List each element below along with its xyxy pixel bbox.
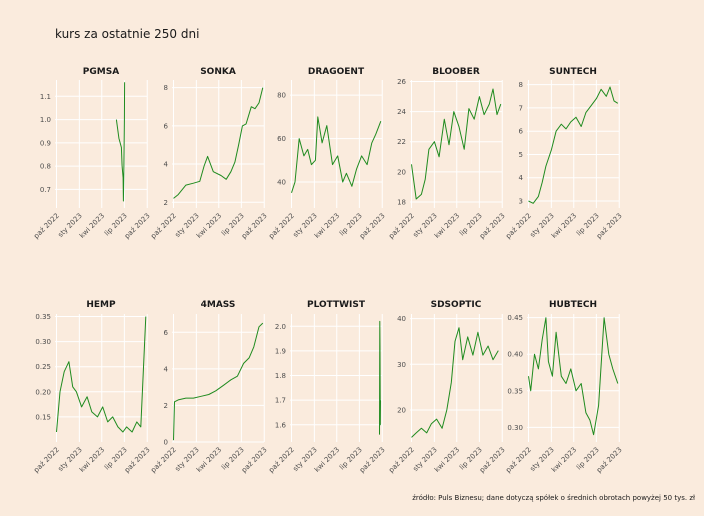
y-tick-label: 4 <box>164 161 169 169</box>
y-tick-label: 40 <box>397 315 406 323</box>
y-tick-label: 24 <box>397 108 406 116</box>
y-tick-label: 1.1 <box>40 93 51 101</box>
panel-title: 4MASS <box>201 300 236 310</box>
y-tick-label: 1.9 <box>275 347 286 355</box>
y-tick-label: 0.30 <box>507 424 523 432</box>
y-tick-label: 80 <box>277 92 286 100</box>
y-tick-label: 0.40 <box>507 351 523 359</box>
y-tick-label: 8 <box>519 81 523 89</box>
y-tick-label: 0 <box>164 439 168 447</box>
x-tick-label: paź 2022 <box>387 212 416 241</box>
source-caption: źródło: Puls Biznesu; dane dotyczą spółe… <box>412 494 695 502</box>
y-tick-label: 18 <box>397 198 406 206</box>
x-tick-label: paź 2022 <box>32 446 61 475</box>
price-line <box>56 316 147 433</box>
y-tick-label: 1.7 <box>275 397 286 405</box>
price-line <box>379 320 381 435</box>
price-line <box>115 82 126 202</box>
panel-title: SDSOPTIC <box>431 300 482 310</box>
y-tick-label: 0.35 <box>507 387 523 395</box>
price-line <box>411 88 502 200</box>
y-tick-label: 4 <box>164 365 169 373</box>
panel-title: SUNTECH <box>549 67 597 77</box>
y-tick-label: 0.30 <box>35 338 51 346</box>
panel-title: SONKA <box>200 67 236 77</box>
price-line <box>173 87 264 199</box>
price-line <box>411 327 499 438</box>
y-tick-label: 20 <box>397 407 406 415</box>
y-tick-label: 0.15 <box>35 413 51 421</box>
x-tick-label: paź 2022 <box>149 446 178 475</box>
y-tick-label: 0.7 <box>40 186 51 194</box>
price-line <box>528 86 619 204</box>
price-line <box>173 322 264 441</box>
y-tick-label: 0.8 <box>40 163 51 171</box>
panel-title: DRAGOENT <box>308 67 365 77</box>
y-tick-label: 1.6 <box>275 421 287 429</box>
y-tick-label: 40 <box>277 178 286 186</box>
x-tick-label: paź 2022 <box>504 446 533 475</box>
page-title: kurs za ostatnie 250 dni <box>55 27 199 41</box>
panel-title: BLOOBER <box>432 67 480 77</box>
price-line <box>291 116 382 193</box>
y-tick-label: 1.0 <box>40 116 51 124</box>
price-line <box>528 317 619 436</box>
y-tick-label: 6 <box>164 122 169 130</box>
x-tick-label: paź 2022 <box>387 446 416 475</box>
y-tick-label: 8 <box>164 84 168 92</box>
y-tick-label: 7 <box>519 104 523 112</box>
y-tick-label: 3 <box>519 198 523 206</box>
y-tick-label: 0.45 <box>507 314 523 322</box>
x-tick-label: paź 2022 <box>504 212 533 241</box>
y-tick-label: 26 <box>397 78 406 86</box>
y-tick-label: 20 <box>397 168 406 176</box>
y-tick-label: 0.20 <box>35 388 51 396</box>
x-tick-label: paź 2022 <box>267 446 296 475</box>
y-tick-label: 4 <box>519 174 524 182</box>
y-tick-label: 0.35 <box>35 313 51 321</box>
x-tick-label: paź 2022 <box>32 212 61 241</box>
y-tick-label: 5 <box>519 151 523 159</box>
x-tick-label: paź 2022 <box>149 212 178 241</box>
y-tick-label: 6 <box>164 329 169 337</box>
y-tick-label: 30 <box>397 361 406 369</box>
panel-title: HEMP <box>86 300 116 310</box>
y-tick-label: 0.9 <box>40 139 51 147</box>
y-tick-label: 60 <box>277 135 286 143</box>
y-tick-label: 22 <box>397 138 406 146</box>
panel-title: PGMSA <box>83 67 119 77</box>
y-tick-label: 6 <box>519 128 524 136</box>
y-tick-label: 2 <box>164 402 168 410</box>
y-tick-label: 0.25 <box>35 363 51 371</box>
panel-title: HUBTECH <box>549 300 597 310</box>
y-tick-label: 1.8 <box>275 372 286 380</box>
y-tick-label: 2 <box>164 199 168 207</box>
x-tick-label: paź 2022 <box>267 212 296 241</box>
y-tick-label: 2.0 <box>275 323 286 331</box>
panel-title: PLOTTWIST <box>307 300 366 310</box>
